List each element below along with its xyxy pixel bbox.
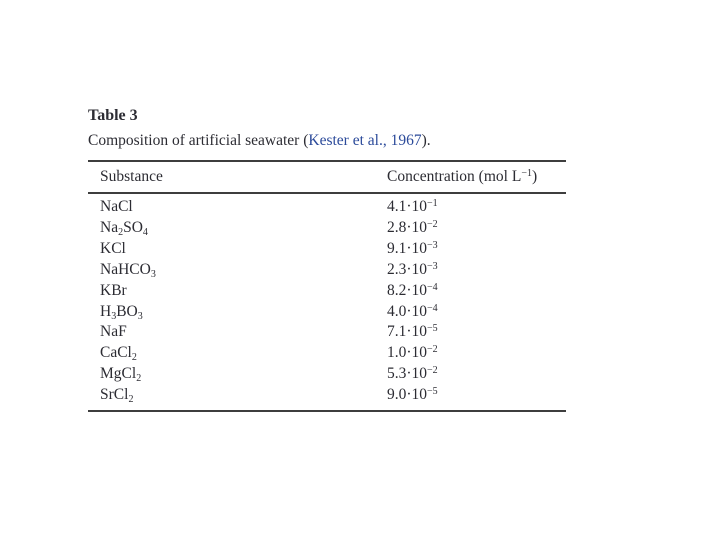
- column-header-substance: Substance: [88, 161, 375, 194]
- table-row: MgCl2 5.3·10−2: [88, 364, 566, 385]
- substance-cell: NaF: [100, 323, 127, 341]
- table-row: CaCl2 1.0·10−2: [88, 343, 566, 364]
- substance-cell: Na2SO4: [100, 218, 148, 238]
- concentration-cell: 2.8·10−2: [387, 218, 438, 236]
- table-row: Na2SO4 2.8·10−2: [88, 218, 566, 239]
- citation-link[interactable]: Kester et al., 1967: [308, 132, 422, 149]
- table-header: Substance Concentration (mol L−1): [88, 161, 566, 194]
- table-row: NaF 7.1·10−5: [88, 322, 566, 343]
- table-row: KBr 8.2·10−4: [88, 281, 566, 302]
- table-row: NaCl 4.1·10−1: [88, 193, 566, 218]
- table-caption: Composition of artificial seawater (Kest…: [88, 131, 566, 151]
- concentration-cell: 9.0·10−5: [387, 386, 438, 404]
- table-row: KCl 9.1·10−3: [88, 239, 566, 260]
- table-row: H3BO3 4.0·10−4: [88, 302, 566, 323]
- substance-cell: SrCl2: [100, 386, 134, 406]
- substance-cell: H3BO3: [100, 302, 143, 322]
- concentration-cell: 2.3·10−3: [387, 260, 438, 278]
- substance-cell: MgCl2: [100, 365, 142, 385]
- table-row: SrCl2 9.0·10−5: [88, 385, 566, 411]
- concentration-unit-suffix: ): [531, 168, 538, 185]
- concentration-cell: 7.1·10−5: [387, 323, 438, 341]
- table-row: NaHCO3 2.3·10−3: [88, 260, 566, 281]
- header-row: Substance Concentration (mol L−1): [88, 161, 566, 194]
- concentration-unit-exponent: −1: [521, 168, 532, 179]
- concentration-cell: 1.0·10−2: [387, 344, 438, 362]
- concentration-cell: 5.3·10−2: [387, 365, 438, 383]
- table3-block: Table 3 Composition of artificial seawat…: [88, 106, 566, 413]
- concentration-cell: 8.2·10−4: [387, 281, 438, 299]
- substance-cell: NaCl: [100, 198, 133, 215]
- concentration-unit-prefix: Concentration (mol L: [387, 168, 522, 185]
- substance-cell: KBr: [100, 281, 127, 299]
- column-header-concentration: Concentration (mol L−1): [375, 161, 566, 194]
- caption-prefix: Composition of artificial seawater (: [88, 132, 309, 149]
- substance-cell: KCl: [100, 239, 126, 257]
- concentration-cell: 4.0·10−4: [387, 302, 438, 320]
- substance-cell: CaCl2: [100, 344, 137, 364]
- table-body: NaCl 4.1·10−1 Na2SO4 2.8·10−2 KCl 9.1·10−3 NaH…: [88, 193, 566, 411]
- concentration-cell: 4.1·10−1: [387, 198, 438, 215]
- substance-cell: NaHCO3: [100, 260, 156, 280]
- caption-suffix: ).: [421, 132, 431, 149]
- composition-table: Substance Concentration (mol L−1) NaCl 4.…: [88, 160, 566, 413]
- table-label: Table 3: [88, 107, 138, 124]
- concentration-cell: 9.1·10−3: [387, 239, 438, 257]
